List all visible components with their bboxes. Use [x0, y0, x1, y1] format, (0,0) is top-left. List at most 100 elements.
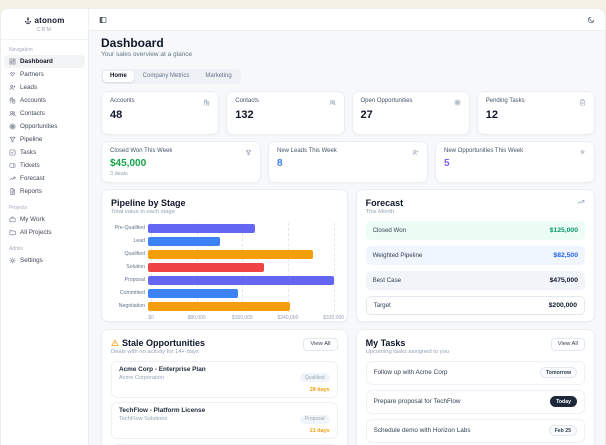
sparkles-icon — [580, 149, 585, 154]
nav-item-label: Partners — [20, 71, 44, 78]
stat-label: Closed Won This Week — [110, 147, 173, 154]
chart-bar — [148, 288, 238, 298]
kpi-value: 48 — [110, 108, 123, 121]
stale-title: Stale Opportunities — [122, 337, 206, 348]
forecast-panel: Forecast This Month Closed Won $125,000 … — [355, 188, 595, 322]
warning-icon — [111, 339, 119, 346]
chart-bar-row: Committed — [111, 287, 338, 300]
sidebar-item-dashboard[interactable]: Dashboard — [4, 55, 85, 68]
week-stats-row: Closed Won This Week $45,000 3 deals New… — [101, 140, 595, 183]
theme-toggle-button[interactable] — [586, 15, 596, 25]
chart-bar-row: Qualified — [111, 248, 338, 261]
sidebar-item-tickets[interactable]: Tickets — [4, 159, 85, 172]
chart-gridline — [333, 222, 335, 312]
folder-icon — [9, 229, 16, 236]
forecast-label: Closed Won — [372, 226, 407, 234]
chart-bar — [148, 301, 291, 311]
brand-logo-icon — [25, 17, 32, 24]
check-square-icon — [9, 149, 16, 156]
handshake-icon — [9, 72, 16, 77]
tasks-view-all-button[interactable]: View All — [550, 337, 585, 351]
sidebar-item-partners[interactable]: Partners — [4, 68, 85, 81]
chart-category-label: Lead — [133, 238, 145, 244]
task-row[interactable]: Schedule demo with Horizon Labs Feb 25 — [365, 418, 585, 443]
task-due-badge: Today — [550, 396, 577, 407]
sidebar-item-tasks[interactable]: Tasks — [4, 146, 85, 159]
sidebar-item-reports[interactable]: Reports — [4, 185, 85, 198]
opportunity-name: TechFlow - Platform License — [119, 407, 206, 414]
tab-company-metrics[interactable]: Company Metrics — [136, 71, 197, 82]
task-name: Prepare proposal for TechFlow — [373, 398, 461, 405]
sidebar-item-my-work[interactable]: My Work — [4, 213, 85, 226]
kpi-card-pending-tasks: Pending Tasks 12 — [476, 90, 595, 135]
nav-item-label: Leads — [20, 84, 38, 91]
file-text-icon — [10, 188, 15, 195]
kpi-label: Accounts — [110, 97, 135, 104]
forecast-value: $82,500 — [553, 251, 578, 259]
page-subtitle: Your sales overview at a glance — [101, 51, 193, 58]
nav-section-label: Projects — [9, 205, 28, 211]
kpi-label: Contacts — [235, 97, 259, 104]
stale-subtitle: Deals with no activity for 14+ days — [111, 348, 199, 355]
sidebar-item-forecast[interactable]: Forecast — [4, 172, 85, 185]
stale-opportunities-panel: Stale Opportunities Deals with no activi… — [101, 328, 348, 445]
tab-home[interactable]: Home — [103, 70, 134, 82]
kpi-card-contacts: Contacts 132 — [226, 90, 345, 135]
stat-subtext: 3 deals — [110, 170, 128, 177]
brand: atonom CRM — [1, 9, 88, 40]
chart-x-tick: $320,000 — [323, 314, 345, 321]
forecast-label: Target — [373, 301, 391, 309]
task-row[interactable]: Prepare proposal for TechFlow Today — [365, 389, 585, 414]
forecast-label: Weighted Pipeline — [372, 251, 423, 259]
stale-days: 28 days — [309, 386, 330, 393]
briefcase-icon — [9, 216, 16, 223]
sidebar-item-pipeline[interactable]: Pipeline — [4, 133, 85, 146]
sidebar-item-opportunities[interactable]: Opportunities — [4, 120, 85, 133]
nav-section-label: Admin — [9, 246, 24, 252]
dashboard-content: Dashboard Your sales overview at a glanc… — [89, 31, 605, 445]
trophy-icon — [246, 149, 251, 155]
chart-x-tick: $80,000 — [187, 314, 206, 321]
stat-label: New Opportunities This Week — [444, 147, 524, 154]
task-row[interactable]: Follow up with Acme Corp Tomorrow — [365, 360, 585, 385]
nav-item-label: Contacts — [20, 110, 45, 117]
forecast-value: $125,000 — [549, 226, 578, 234]
stale-opportunity-row[interactable]: TechFlow - Platform License TechFlow Sol… — [111, 402, 338, 439]
sidebar-item-accounts[interactable]: Accounts — [4, 94, 85, 107]
sidebar: atonom CRM Navigation Dashboard Partners… — [1, 9, 89, 445]
chart-category-label: Negotiation — [118, 303, 145, 309]
nav-item-label: Dashboard — [20, 58, 53, 65]
sidebar-item-settings[interactable]: Settings — [4, 254, 85, 267]
tab-marketing[interactable]: Marketing — [198, 71, 238, 82]
page-title: Dashboard — [101, 36, 164, 50]
forecast-value: $475,000 — [549, 276, 578, 284]
top-bar — [89, 9, 605, 31]
chart-category-label: Qualified — [124, 251, 145, 257]
user-plus-icon — [412, 149, 419, 155]
chart-gridline — [287, 222, 289, 312]
task-name: Follow up with Acme Corp — [373, 369, 448, 376]
trending-up-icon — [577, 199, 585, 204]
chart-bar-row: Negotiation — [111, 300, 338, 313]
sidebar-item-leads[interactable]: Leads — [4, 81, 85, 94]
app-window: atonom CRM Navigation Dashboard Partners… — [0, 8, 606, 445]
kpi-value: 27 — [360, 108, 373, 121]
sidebar-item-contacts[interactable]: Contacts — [4, 107, 85, 120]
sidebar-item-all-projects[interactable]: All Projects — [4, 226, 85, 239]
forecast-title: Forecast — [365, 197, 404, 208]
chart-category-label: Committed — [119, 290, 145, 296]
stat-label: New Leads This Week — [277, 147, 337, 154]
chart-bar-row: Lead — [111, 235, 338, 248]
stale-view-all-button[interactable]: View All — [303, 337, 338, 351]
nav-item-label: My Work — [20, 216, 45, 223]
mid-row: Pipeline by Stage Total value in each st… — [101, 188, 595, 322]
sidebar-toggle-button[interactable] — [98, 15, 108, 25]
chart-bar-row: Proposal — [111, 274, 338, 287]
main-area: Dashboard Your sales overview at a glanc… — [89, 9, 605, 445]
chart-bar — [148, 249, 314, 259]
funnel-icon — [9, 136, 16, 143]
task-name: Schedule demo with Horizon Labs — [373, 427, 471, 434]
bottom-row: Stale Opportunities Deals with no activi… — [101, 328, 595, 445]
chart-bar — [148, 236, 221, 246]
stale-opportunity-row[interactable]: Acme Corp - Enterprise Plan Acme Corpora… — [111, 360, 338, 398]
